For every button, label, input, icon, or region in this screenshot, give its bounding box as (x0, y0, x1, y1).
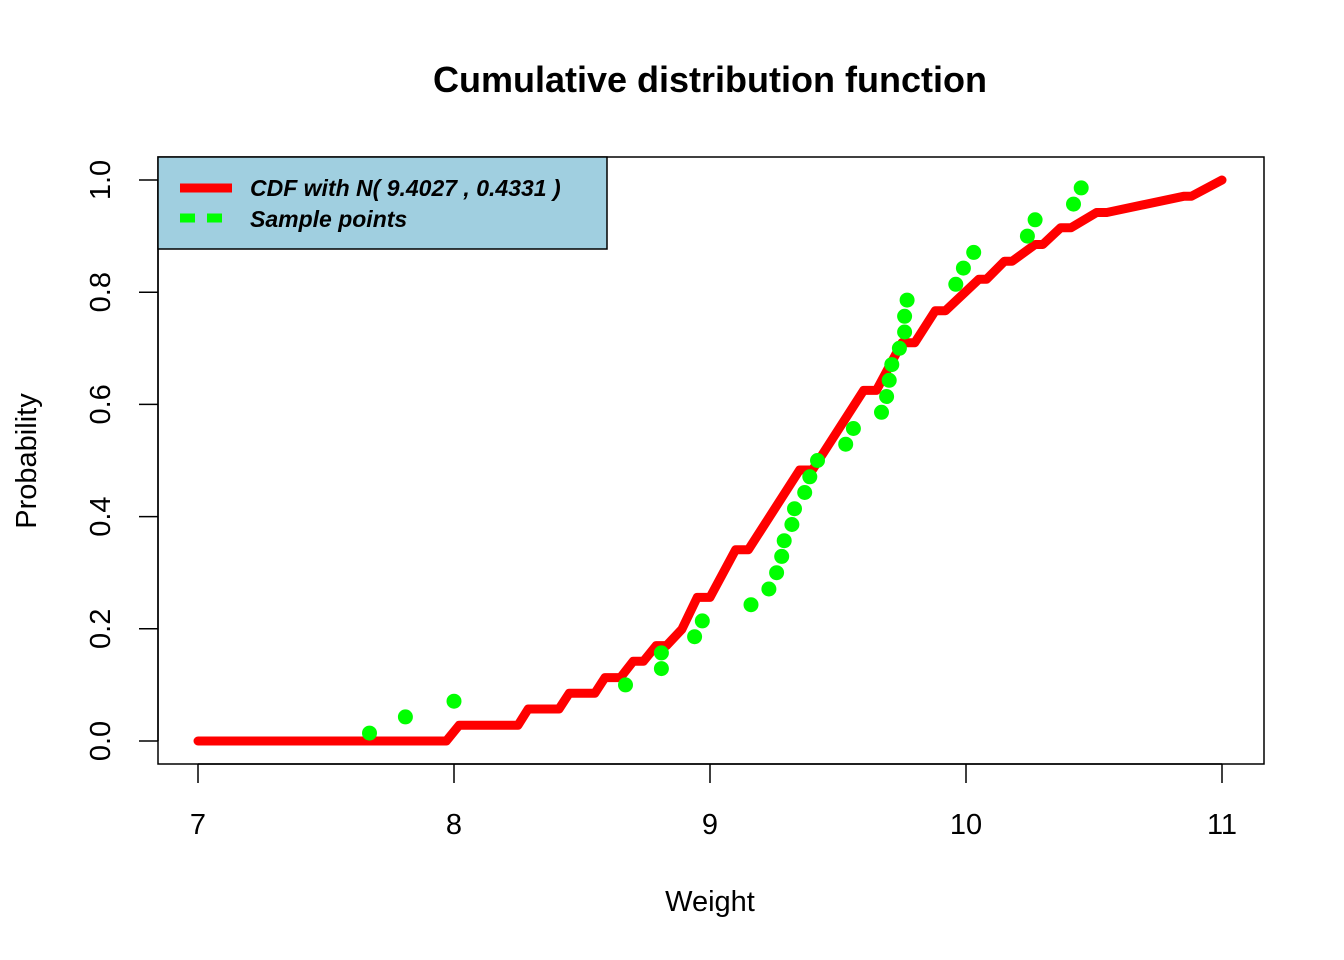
y-axis-label: Probability (11, 393, 43, 529)
sample-point (446, 693, 462, 709)
sample-point (362, 725, 377, 741)
x-tick-label: 7 (190, 809, 206, 841)
y-tick-label: 1.0 (85, 160, 117, 200)
sample-point (881, 372, 897, 388)
y-tick-label: 0.6 (85, 384, 117, 424)
sample-point (897, 324, 913, 340)
legend: CDF with N( 9.4027 , 0.4331 ) Sample poi… (157, 156, 608, 250)
y-tick-label: 0.0 (85, 721, 117, 761)
sample-point (784, 517, 800, 532)
sample-point (884, 357, 900, 373)
sample-point (743, 597, 759, 613)
sample-point (653, 645, 669, 661)
y-tick-label: 0.8 (85, 272, 117, 312)
y-tick-label: 0.2 (85, 609, 117, 649)
legend-label-cdf: CDF with N( 9.4027 , 0.4331 ) (250, 175, 561, 201)
legend-label-sample: Sample points (250, 206, 407, 232)
sample-point (891, 340, 907, 356)
sample-point (810, 453, 825, 468)
sample-point (774, 548, 790, 564)
x-axis-label: Weight (665, 886, 755, 918)
x-tick-label: 10 (950, 809, 982, 841)
sample-point (397, 709, 413, 725)
sample-point (845, 421, 861, 436)
x-tick-label: 9 (702, 809, 718, 841)
sample-point (787, 501, 802, 517)
sample-point (874, 404, 889, 420)
sample-point (694, 613, 710, 629)
sample-point (687, 629, 703, 645)
sample-point (1027, 212, 1043, 228)
sample-point (1019, 228, 1035, 244)
series-layer (193, 175, 1227, 746)
sample-point (955, 260, 971, 276)
sample-point (838, 436, 854, 452)
sample-point (618, 677, 633, 693)
x-tick-label: 8 (446, 809, 462, 841)
sample-point (1073, 180, 1089, 196)
y-tick-label: 0.4 (85, 496, 117, 536)
sample-point (802, 469, 818, 485)
sample-point (1066, 196, 1081, 212)
sample-point (761, 581, 777, 597)
sample-point (948, 276, 964, 292)
sample-point (653, 661, 669, 677)
x-axis: 7 8 9 10 11 (190, 763, 1237, 841)
sample-point (776, 533, 792, 549)
sample-point (769, 565, 785, 581)
sample-point (897, 308, 913, 324)
y-axis: 0.0 0.2 0.4 0.6 0.8 1.0 (85, 160, 159, 761)
legend-box (157, 156, 608, 250)
chart-title: Cumulative distribution function (433, 59, 987, 100)
sample-point (797, 485, 813, 500)
cdf-series-line (193, 175, 1227, 746)
x-tick-label: 11 (1207, 809, 1237, 841)
sample-point (899, 292, 915, 308)
sample-point (879, 389, 895, 404)
sample-point (966, 244, 982, 260)
